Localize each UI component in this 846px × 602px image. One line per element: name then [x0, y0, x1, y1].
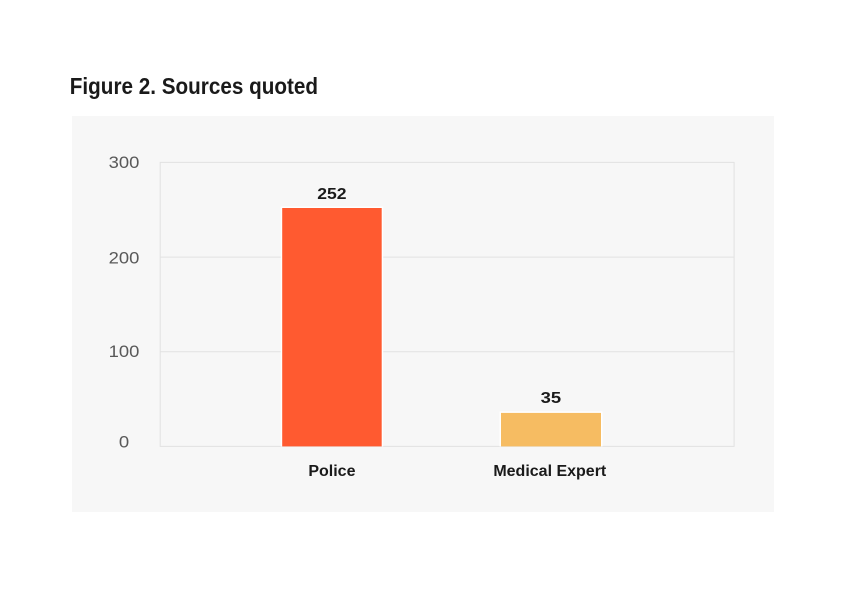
svg-text:Medical Expert: Medical Expert: [493, 463, 607, 480]
svg-text:100: 100: [109, 342, 140, 361]
svg-text:0: 0: [119, 433, 129, 452]
svg-text:200: 200: [109, 248, 140, 267]
svg-text:Figure 2. Sources quoted: Figure 2. Sources quoted: [70, 73, 318, 99]
svg-text:252: 252: [317, 186, 346, 203]
svg-text:300: 300: [109, 153, 140, 172]
svg-text:Police: Police: [308, 463, 355, 480]
svg-text:35: 35: [541, 390, 562, 407]
